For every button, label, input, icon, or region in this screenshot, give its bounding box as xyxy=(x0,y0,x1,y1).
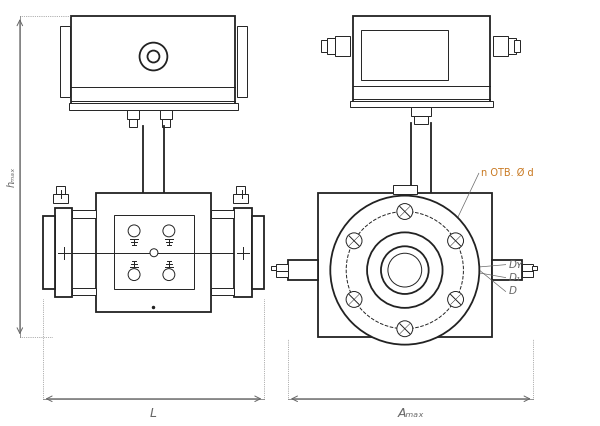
Circle shape xyxy=(448,233,464,249)
Bar xyxy=(97,193,211,312)
Bar xyxy=(73,288,97,296)
Bar xyxy=(43,216,55,290)
Bar xyxy=(492,260,521,280)
Bar xyxy=(59,26,70,97)
Circle shape xyxy=(163,225,175,237)
Circle shape xyxy=(397,204,413,219)
Circle shape xyxy=(150,249,158,257)
Text: n ОТВ. Ø d: n ОТВ. Ø d xyxy=(481,168,533,178)
Bar xyxy=(127,109,139,118)
Bar xyxy=(350,101,493,106)
Text: Aₘₐₓ: Aₘₐₓ xyxy=(397,407,424,420)
Circle shape xyxy=(148,51,160,63)
Bar xyxy=(411,106,431,115)
Bar xyxy=(68,103,238,109)
Bar xyxy=(493,36,508,56)
Circle shape xyxy=(128,269,140,281)
Bar xyxy=(55,208,73,297)
Bar xyxy=(276,264,288,271)
Circle shape xyxy=(397,321,413,337)
Bar xyxy=(73,210,97,218)
Bar xyxy=(211,210,235,218)
Bar xyxy=(71,16,235,109)
Bar xyxy=(53,194,68,203)
Bar xyxy=(361,30,448,80)
Circle shape xyxy=(381,246,428,294)
Text: L: L xyxy=(150,407,157,420)
Bar xyxy=(211,288,235,296)
Bar xyxy=(271,266,276,270)
Bar xyxy=(521,264,533,271)
Circle shape xyxy=(448,291,464,308)
Bar xyxy=(253,216,264,290)
Bar xyxy=(276,271,288,277)
Text: hₘₐₓ: hₘₐₓ xyxy=(7,167,17,187)
Circle shape xyxy=(140,43,167,70)
Bar xyxy=(56,186,65,194)
Bar xyxy=(393,185,417,194)
Bar xyxy=(288,260,318,280)
Bar xyxy=(318,193,492,337)
Bar xyxy=(163,118,170,127)
Bar xyxy=(335,36,350,56)
Circle shape xyxy=(388,253,422,287)
Text: D: D xyxy=(509,286,517,296)
Bar xyxy=(508,38,515,54)
Bar xyxy=(327,38,335,54)
Bar xyxy=(233,194,248,203)
Bar xyxy=(321,40,327,52)
Circle shape xyxy=(346,212,463,329)
Bar xyxy=(160,109,172,118)
Bar xyxy=(414,115,428,124)
Bar xyxy=(353,16,490,106)
Text: Dʏ: Dʏ xyxy=(509,260,523,270)
Bar xyxy=(236,186,245,194)
Circle shape xyxy=(346,291,362,308)
Text: D₁: D₁ xyxy=(509,273,521,282)
Circle shape xyxy=(346,233,362,249)
Bar xyxy=(532,266,538,270)
Bar xyxy=(238,26,247,97)
Circle shape xyxy=(331,196,479,345)
Bar xyxy=(114,215,194,290)
Bar xyxy=(514,40,520,52)
Bar xyxy=(235,208,253,297)
Circle shape xyxy=(163,269,175,281)
Bar xyxy=(521,271,533,277)
Bar xyxy=(128,118,137,127)
Circle shape xyxy=(128,225,140,237)
Circle shape xyxy=(367,232,443,308)
